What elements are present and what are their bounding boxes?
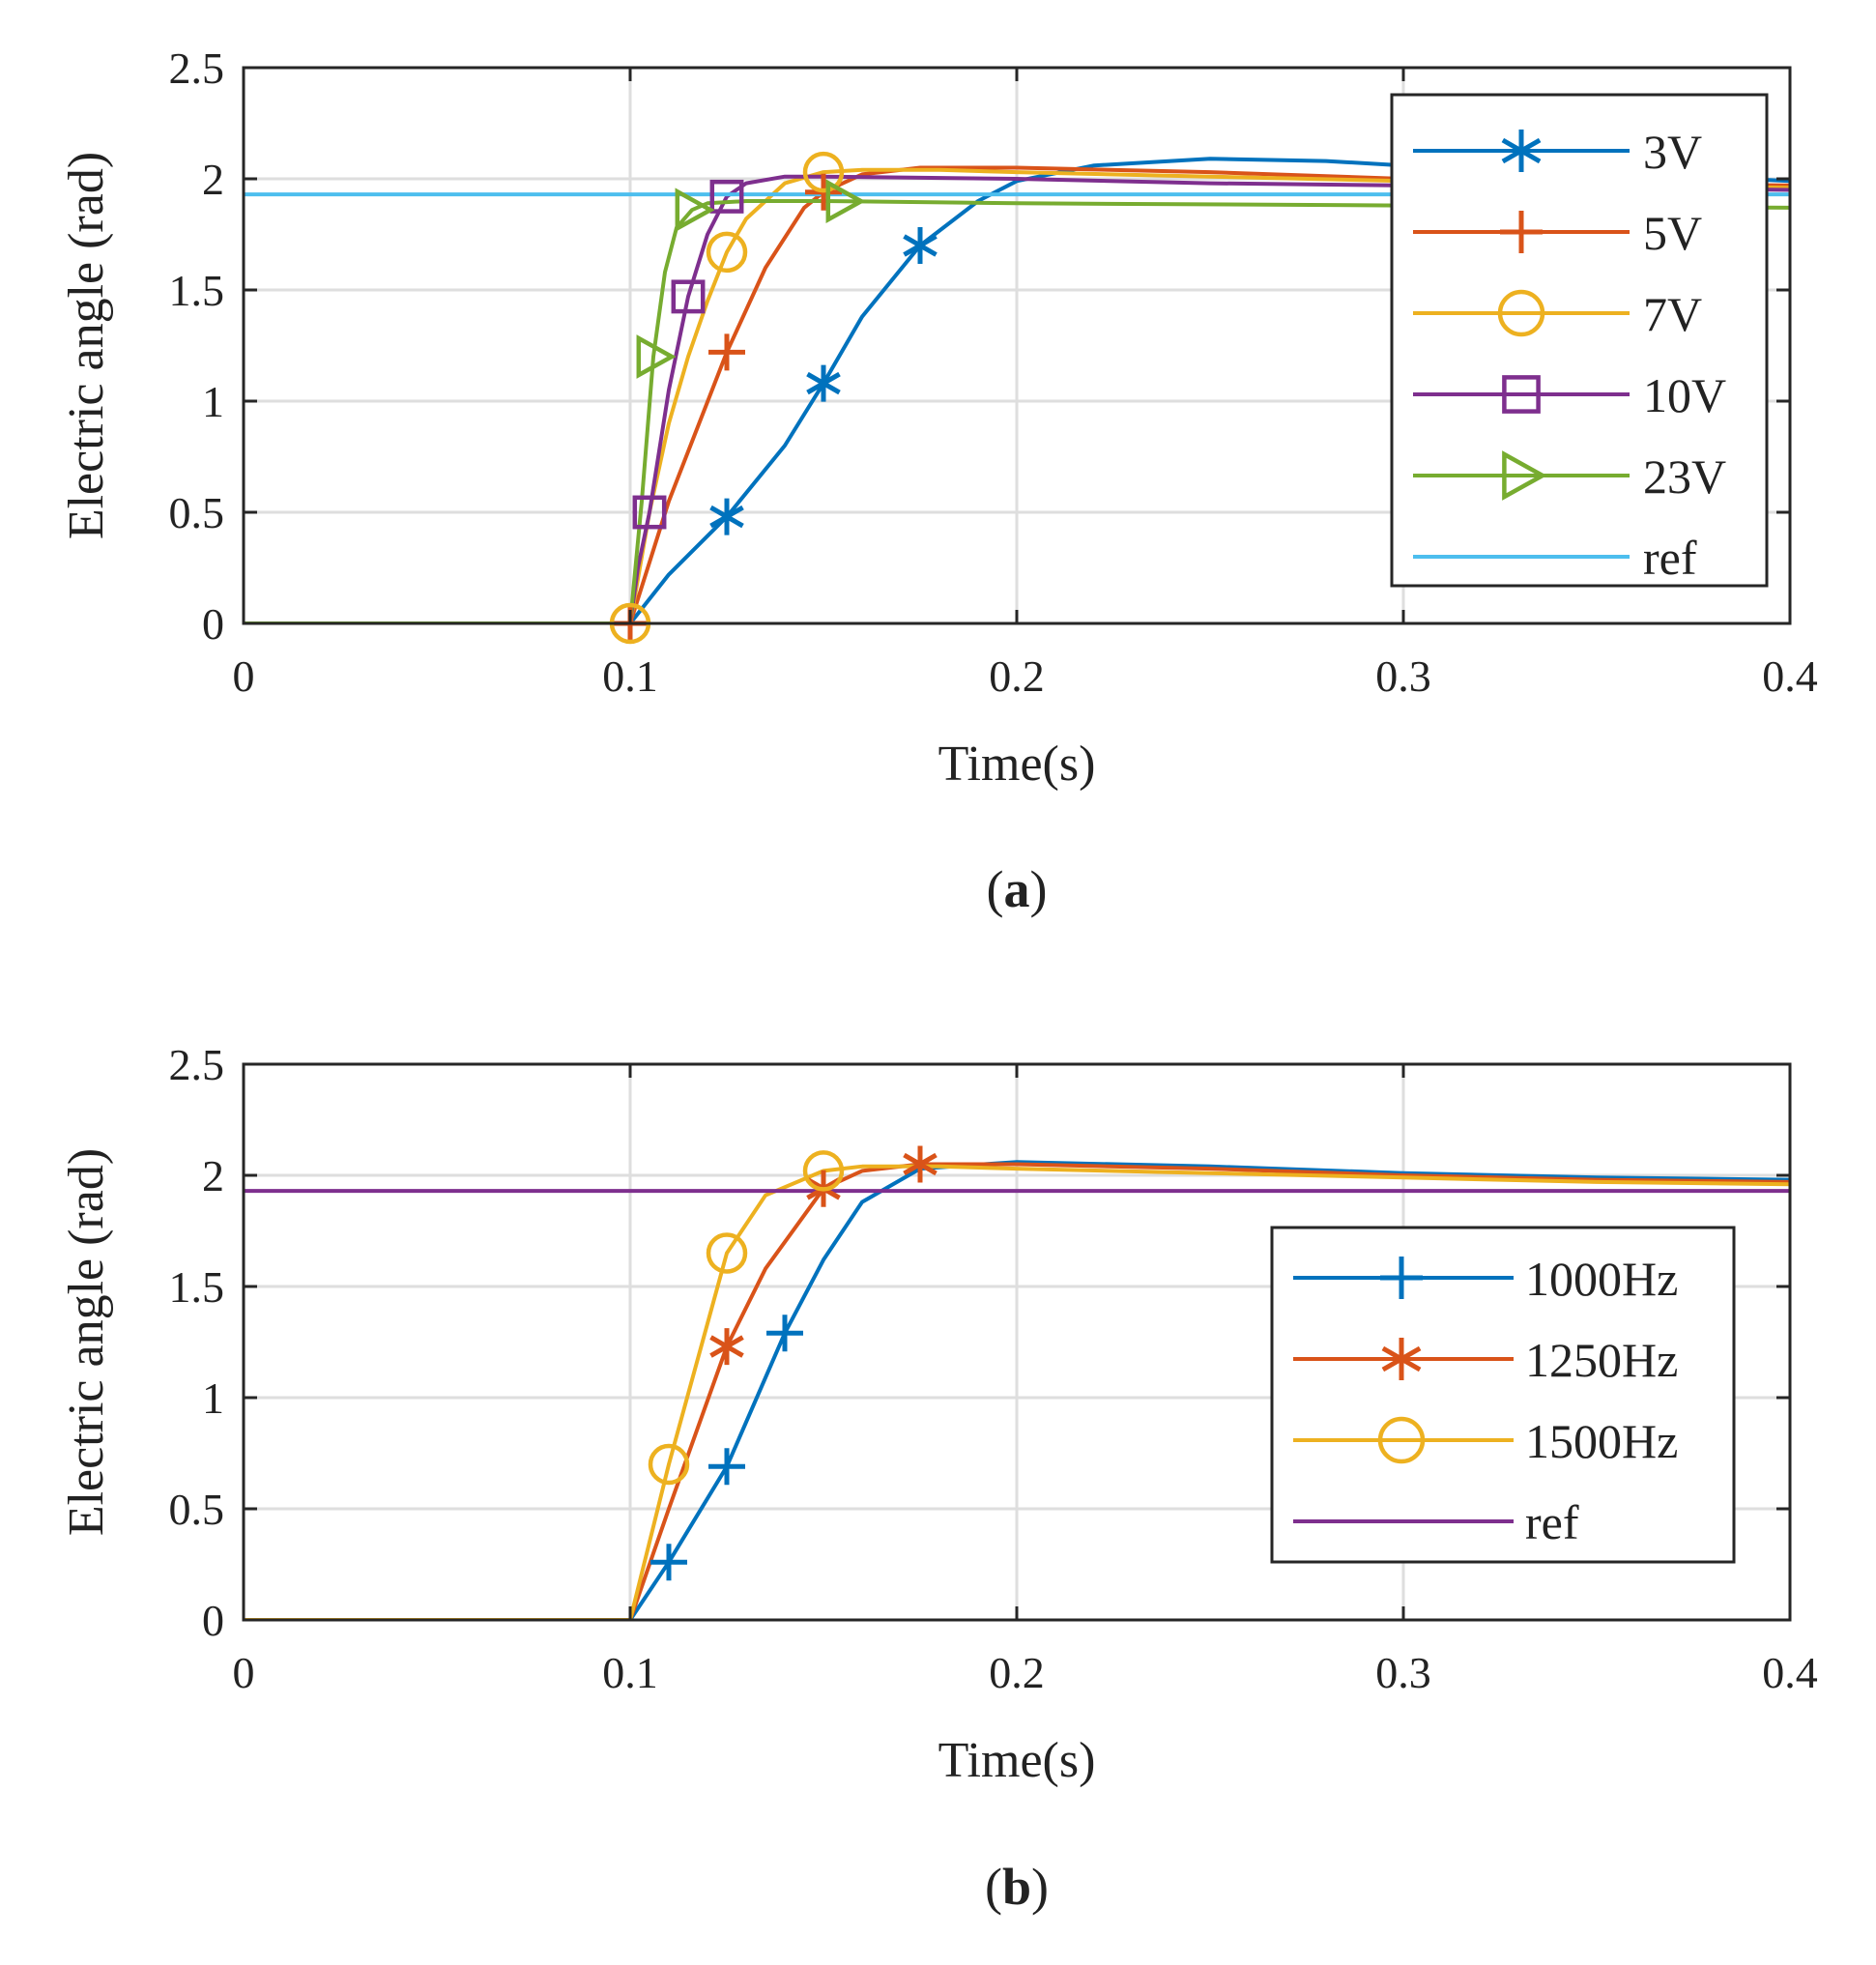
data-point-1000Hz: [708, 1448, 745, 1485]
legend-label-1500Hz: 1500Hz: [1525, 1414, 1678, 1468]
panel-caption: (b): [985, 1858, 1049, 1916]
caption-paren: (: [985, 1858, 1002, 1916]
legend: 1000Hz 1250Hz 1500Hz ref: [1272, 1228, 1734, 1562]
y-tick-label: 2.5: [169, 1040, 225, 1089]
chart-panel-b: 0 0.1 0.2 0.3 0.4 0 0.5 1 1.5 2 2.5 Time(s) Electric…: [59, 1040, 1818, 1916]
x-tick-label: 0: [233, 651, 255, 701]
x-tick-label: 0.2: [989, 1648, 1045, 1697]
series-markers-23V: [639, 183, 861, 375]
figure: 0 0.1 0.2 0.3 0.4 0 0.5 1 1.5 2 2.5 Time(s) Electric…: [0, 0, 1876, 1965]
data-point-5V: [708, 333, 745, 370]
series-markers-3V: [710, 227, 936, 535]
y-tick-label: 1.5: [169, 1262, 225, 1312]
caption-paren: (: [987, 860, 1004, 918]
chart-panel-a: 0 0.1 0.2 0.3 0.4 0 0.5 1 1.5 2 2.5 Time(s) Electric…: [59, 43, 1818, 918]
legend-label-ref: ref: [1525, 1495, 1579, 1549]
y-tick-label: 1: [202, 377, 224, 426]
data-point-1000Hz: [766, 1315, 803, 1351]
x-axis-label: Time(s): [938, 737, 1096, 792]
y-tick-label: 2.5: [169, 43, 225, 93]
x-tick-label: 0.1: [602, 651, 658, 701]
caption-letter: b: [1002, 1858, 1031, 1916]
y-tick-label: 2: [202, 155, 224, 204]
legend-label-ref: ref: [1643, 531, 1697, 585]
legend-box: [1392, 95, 1767, 586]
legend: 3V 5V 7V 10V 23V ref: [1392, 95, 1767, 586]
legend-label-3V: 3V: [1643, 125, 1702, 179]
y-tick-label: 0.5: [169, 488, 225, 537]
x-tick-label: 0.4: [1762, 651, 1818, 701]
y-axis-label: Electric angle (rad): [59, 1148, 114, 1536]
legend-label-1000Hz: 1000Hz: [1525, 1252, 1678, 1306]
y-axis-label: Electric angle (rad): [59, 152, 114, 539]
legend-label-1250Hz: 1250Hz: [1525, 1333, 1678, 1387]
data-point-3V: [807, 365, 839, 402]
x-tick-label: 0.1: [602, 1648, 658, 1697]
y-tick-label: 1: [202, 1373, 224, 1423]
x-tick-label: 0: [233, 1648, 255, 1697]
caption-paren: ): [1031, 1858, 1049, 1916]
x-tick-label: 0.4: [1762, 1648, 1818, 1697]
y-tick-label: 0.5: [169, 1485, 225, 1534]
legend-label-23V: 23V: [1643, 449, 1726, 504]
x-tick-label: 0.2: [989, 651, 1045, 701]
x-tick-label: 0.3: [1375, 1648, 1431, 1697]
y-tick-label: 2: [202, 1151, 224, 1200]
y-tick-label: 0: [202, 1596, 224, 1645]
x-tick-label: 0.3: [1375, 651, 1431, 701]
legend-label-5V: 5V: [1643, 206, 1702, 260]
x-axis-label: Time(s): [938, 1733, 1096, 1788]
legend-label-10V: 10V: [1643, 368, 1726, 422]
legend-label-7V: 7V: [1643, 287, 1702, 341]
caption-letter: a: [1004, 860, 1030, 918]
panel-caption: (a): [987, 860, 1048, 918]
y-tick-label: 1.5: [169, 266, 225, 315]
caption-paren: ): [1030, 860, 1048, 918]
y-tick-label: 0: [202, 599, 224, 649]
data-point-1250Hz: [710, 1328, 742, 1365]
